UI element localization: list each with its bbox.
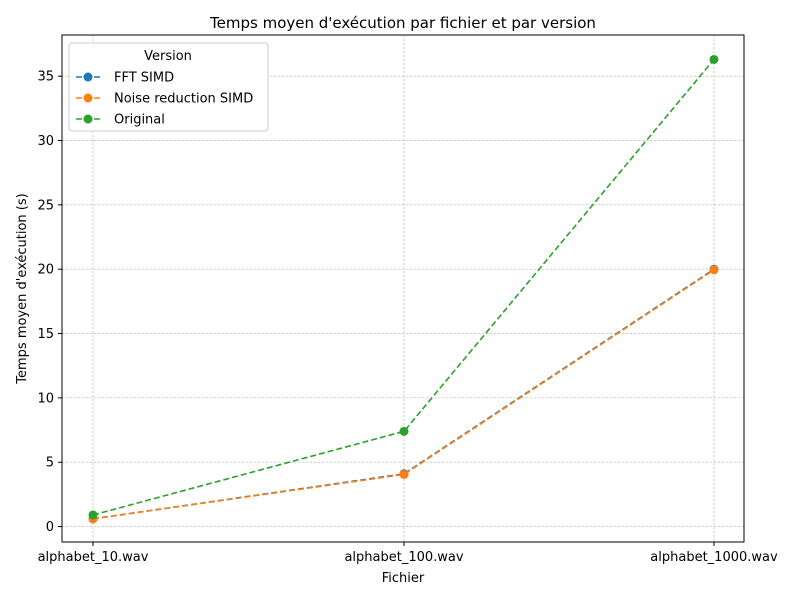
legend-items: FFT SIMD Noise reduction SIMD Original — [76, 71, 253, 128]
plot-frame — [61, 34, 745, 543]
series-original — [88, 54, 719, 520]
data-point — [88, 510, 98, 520]
y-tick-label: 15 — [37, 327, 54, 342]
series-layer — [88, 54, 719, 524]
y-tick-label: 25 — [37, 198, 54, 213]
legend-title: Version — [144, 49, 192, 64]
y-tick-label: 5 — [46, 456, 54, 471]
y-tick-label: 20 — [37, 263, 54, 278]
series-noise-reduction-simd — [88, 265, 719, 524]
legend: Version FFT SIMD Noise reduction SIMD Orig… — [68, 42, 269, 132]
data-point — [709, 265, 719, 275]
series-line — [92, 58, 715, 516]
series-line — [92, 269, 715, 520]
y-tick-label: 35 — [37, 70, 54, 85]
y-tick-label: 10 — [37, 391, 54, 406]
legend-item: Noise reduction SIMD — [76, 92, 253, 107]
legend-item: FFT SIMD — [76, 71, 174, 86]
legend-label: FFT SIMD — [114, 71, 174, 86]
x-tick-label: alphabet_10.wav — [38, 550, 149, 565]
data-point — [399, 469, 409, 479]
axis-ticks: 0 5 10 15 20 25 30 35 alphabet_10.wav alphabet_10… — [37, 70, 778, 565]
y-tick-label: 0 — [46, 520, 54, 535]
legend-marker — [83, 114, 93, 124]
legend-label: Noise reduction SIMD — [114, 92, 253, 107]
x-tick-label: alphabet_100.wav — [344, 550, 463, 565]
y-tick-label: 30 — [37, 134, 54, 149]
data-point — [709, 54, 719, 64]
legend-item: Original — [76, 113, 165, 128]
legend-marker — [83, 93, 93, 103]
legend-label: Original — [114, 113, 165, 128]
legend-marker — [83, 72, 93, 82]
x-tick-label: alphabet_1000.wav — [650, 550, 778, 565]
data-point — [399, 426, 409, 436]
legend-box — [68, 42, 269, 132]
chart-title: Temps moyen d'exécution par fichier et p… — [209, 14, 596, 32]
y-axis-label: Temps moyen d'exécution (s) — [15, 193, 30, 384]
x-axis-label: Fichier — [382, 571, 425, 586]
